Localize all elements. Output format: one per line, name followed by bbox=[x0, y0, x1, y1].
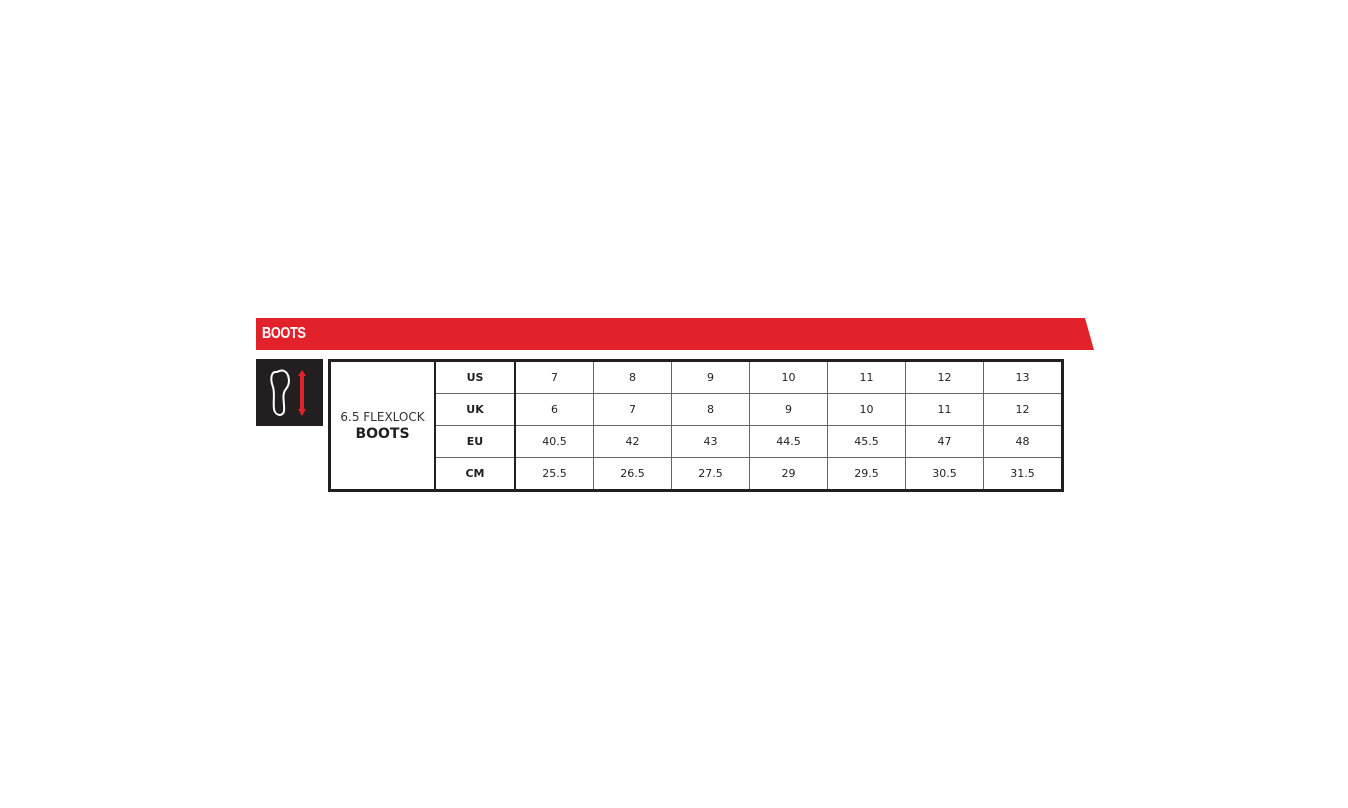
size-value-cell: 42 bbox=[593, 425, 672, 458]
size-value-cell: 29.5 bbox=[827, 457, 906, 491]
section-title: BOOTS bbox=[262, 325, 306, 342]
size-value-cell: 31.5 bbox=[983, 457, 1063, 491]
size-value-cell: 30.5 bbox=[905, 457, 984, 491]
product-type: BOOTS bbox=[355, 425, 410, 442]
banner-shape bbox=[256, 318, 1094, 350]
size-value-cell: 9 bbox=[749, 393, 828, 426]
size-row-uk: UK 6 7 8 9 10 11 12 bbox=[330, 393, 1063, 426]
size-value-cell: 6 bbox=[515, 393, 594, 426]
size-value-cell: 40.5 bbox=[515, 425, 594, 458]
size-system-label: EU bbox=[434, 425, 516, 458]
size-value-cell: 7 bbox=[593, 393, 672, 426]
product-name-cell: 6.5 FLEXLOCK BOOTS bbox=[329, 360, 436, 491]
size-chart-table: 6.5 FLEXLOCK BOOTS US 7 8 9 10 11 12 13 UK 6 7 8 9 10 11… bbox=[328, 359, 1064, 492]
size-value-cell: 29 bbox=[749, 457, 828, 491]
size-value-cell: 43 bbox=[671, 425, 750, 458]
size-row-cm: CM 25.5 26.5 27.5 29 29.5 30.5 31.5 bbox=[330, 457, 1063, 491]
size-value-cell: 27.5 bbox=[671, 457, 750, 491]
size-value-cell: 8 bbox=[593, 360, 672, 394]
size-system-label: US bbox=[434, 360, 516, 394]
size-value-cell: 12 bbox=[905, 360, 984, 394]
size-row-eu: EU 40.5 42 43 44.5 45.5 47 48 bbox=[330, 425, 1063, 458]
size-value-cell: 10 bbox=[749, 360, 828, 394]
size-system-label: CM bbox=[434, 457, 516, 491]
size-row-us: 6.5 FLEXLOCK BOOTS US 7 8 9 10 11 12 13 bbox=[329, 360, 1063, 491]
size-value-cell: 26.5 bbox=[593, 457, 672, 491]
size-value-cell: 48 bbox=[983, 425, 1063, 458]
size-value-cell: 11 bbox=[827, 360, 906, 394]
size-value-cell: 9 bbox=[671, 360, 750, 394]
size-value-cell: 11 bbox=[905, 393, 984, 426]
size-value-cell: 47 bbox=[905, 425, 984, 458]
size-value-cell: 25.5 bbox=[515, 457, 594, 491]
size-value-cell: 10 bbox=[827, 393, 906, 426]
foot-length-icon bbox=[256, 359, 323, 426]
product-model: 6.5 FLEXLOCK bbox=[340, 409, 425, 424]
size-value-cell: 7 bbox=[515, 360, 594, 394]
size-value-cell: 13 bbox=[983, 360, 1063, 394]
size-value-cell: 12 bbox=[983, 393, 1063, 426]
size-value-cell: 45.5 bbox=[827, 425, 906, 458]
size-system-label: UK bbox=[434, 393, 516, 426]
size-value-cell: 8 bbox=[671, 393, 750, 426]
section-banner: BOOTS bbox=[256, 318, 1094, 350]
size-value-cell: 44.5 bbox=[749, 425, 828, 458]
